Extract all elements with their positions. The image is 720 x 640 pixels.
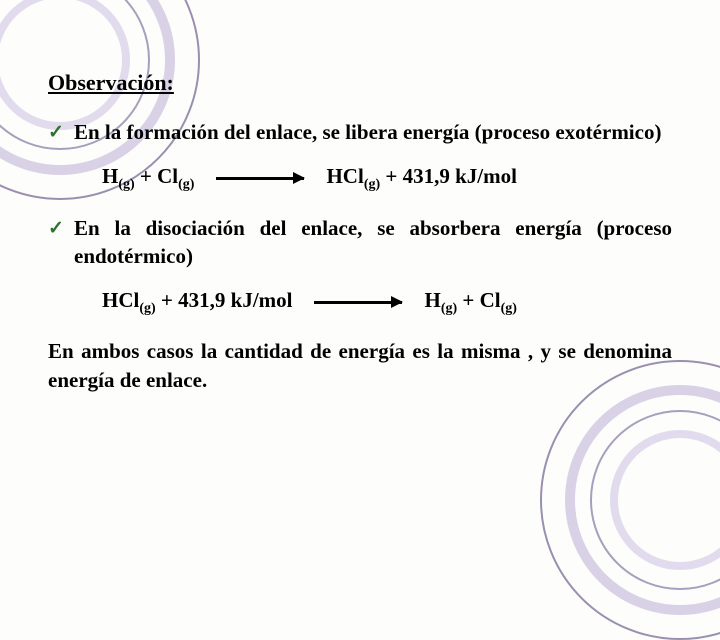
check-icon: ✓ [48, 216, 64, 242]
check-icon: ✓ [48, 120, 64, 146]
equation-2: HCl(g) + 431,9 kJ/mol H(g) + Cl(g) [102, 288, 672, 317]
arrow-icon [216, 177, 304, 180]
equation-1: H(g) + Cl(g) HCl(g) + 431,9 kJ/mol [102, 164, 672, 193]
section-title: Observación: [48, 70, 672, 96]
bullet-2-text: En la disociación del enlace, se absorbe… [74, 216, 672, 268]
slide-content: Observación: ✓ En la formación del enlac… [48, 70, 672, 394]
bullet-1-text: En la formación del enlace, se libera en… [74, 120, 661, 144]
eq2-right: H(g) + Cl(g) [424, 288, 516, 317]
closing-text: En ambos casos la cantidad de energía es… [48, 337, 672, 394]
eq1-left: H(g) + Cl(g) [102, 164, 194, 193]
eq2-left: HCl(g) + 431,9 kJ/mol [102, 288, 292, 317]
eq1-right: HCl(g) + 431,9 kJ/mol [326, 164, 516, 193]
bullet-1: ✓ En la formación del enlace, se libera … [48, 118, 672, 146]
bullet-2: ✓ En la disociación del enlace, se absor… [48, 214, 672, 271]
arrow-icon [314, 301, 402, 304]
